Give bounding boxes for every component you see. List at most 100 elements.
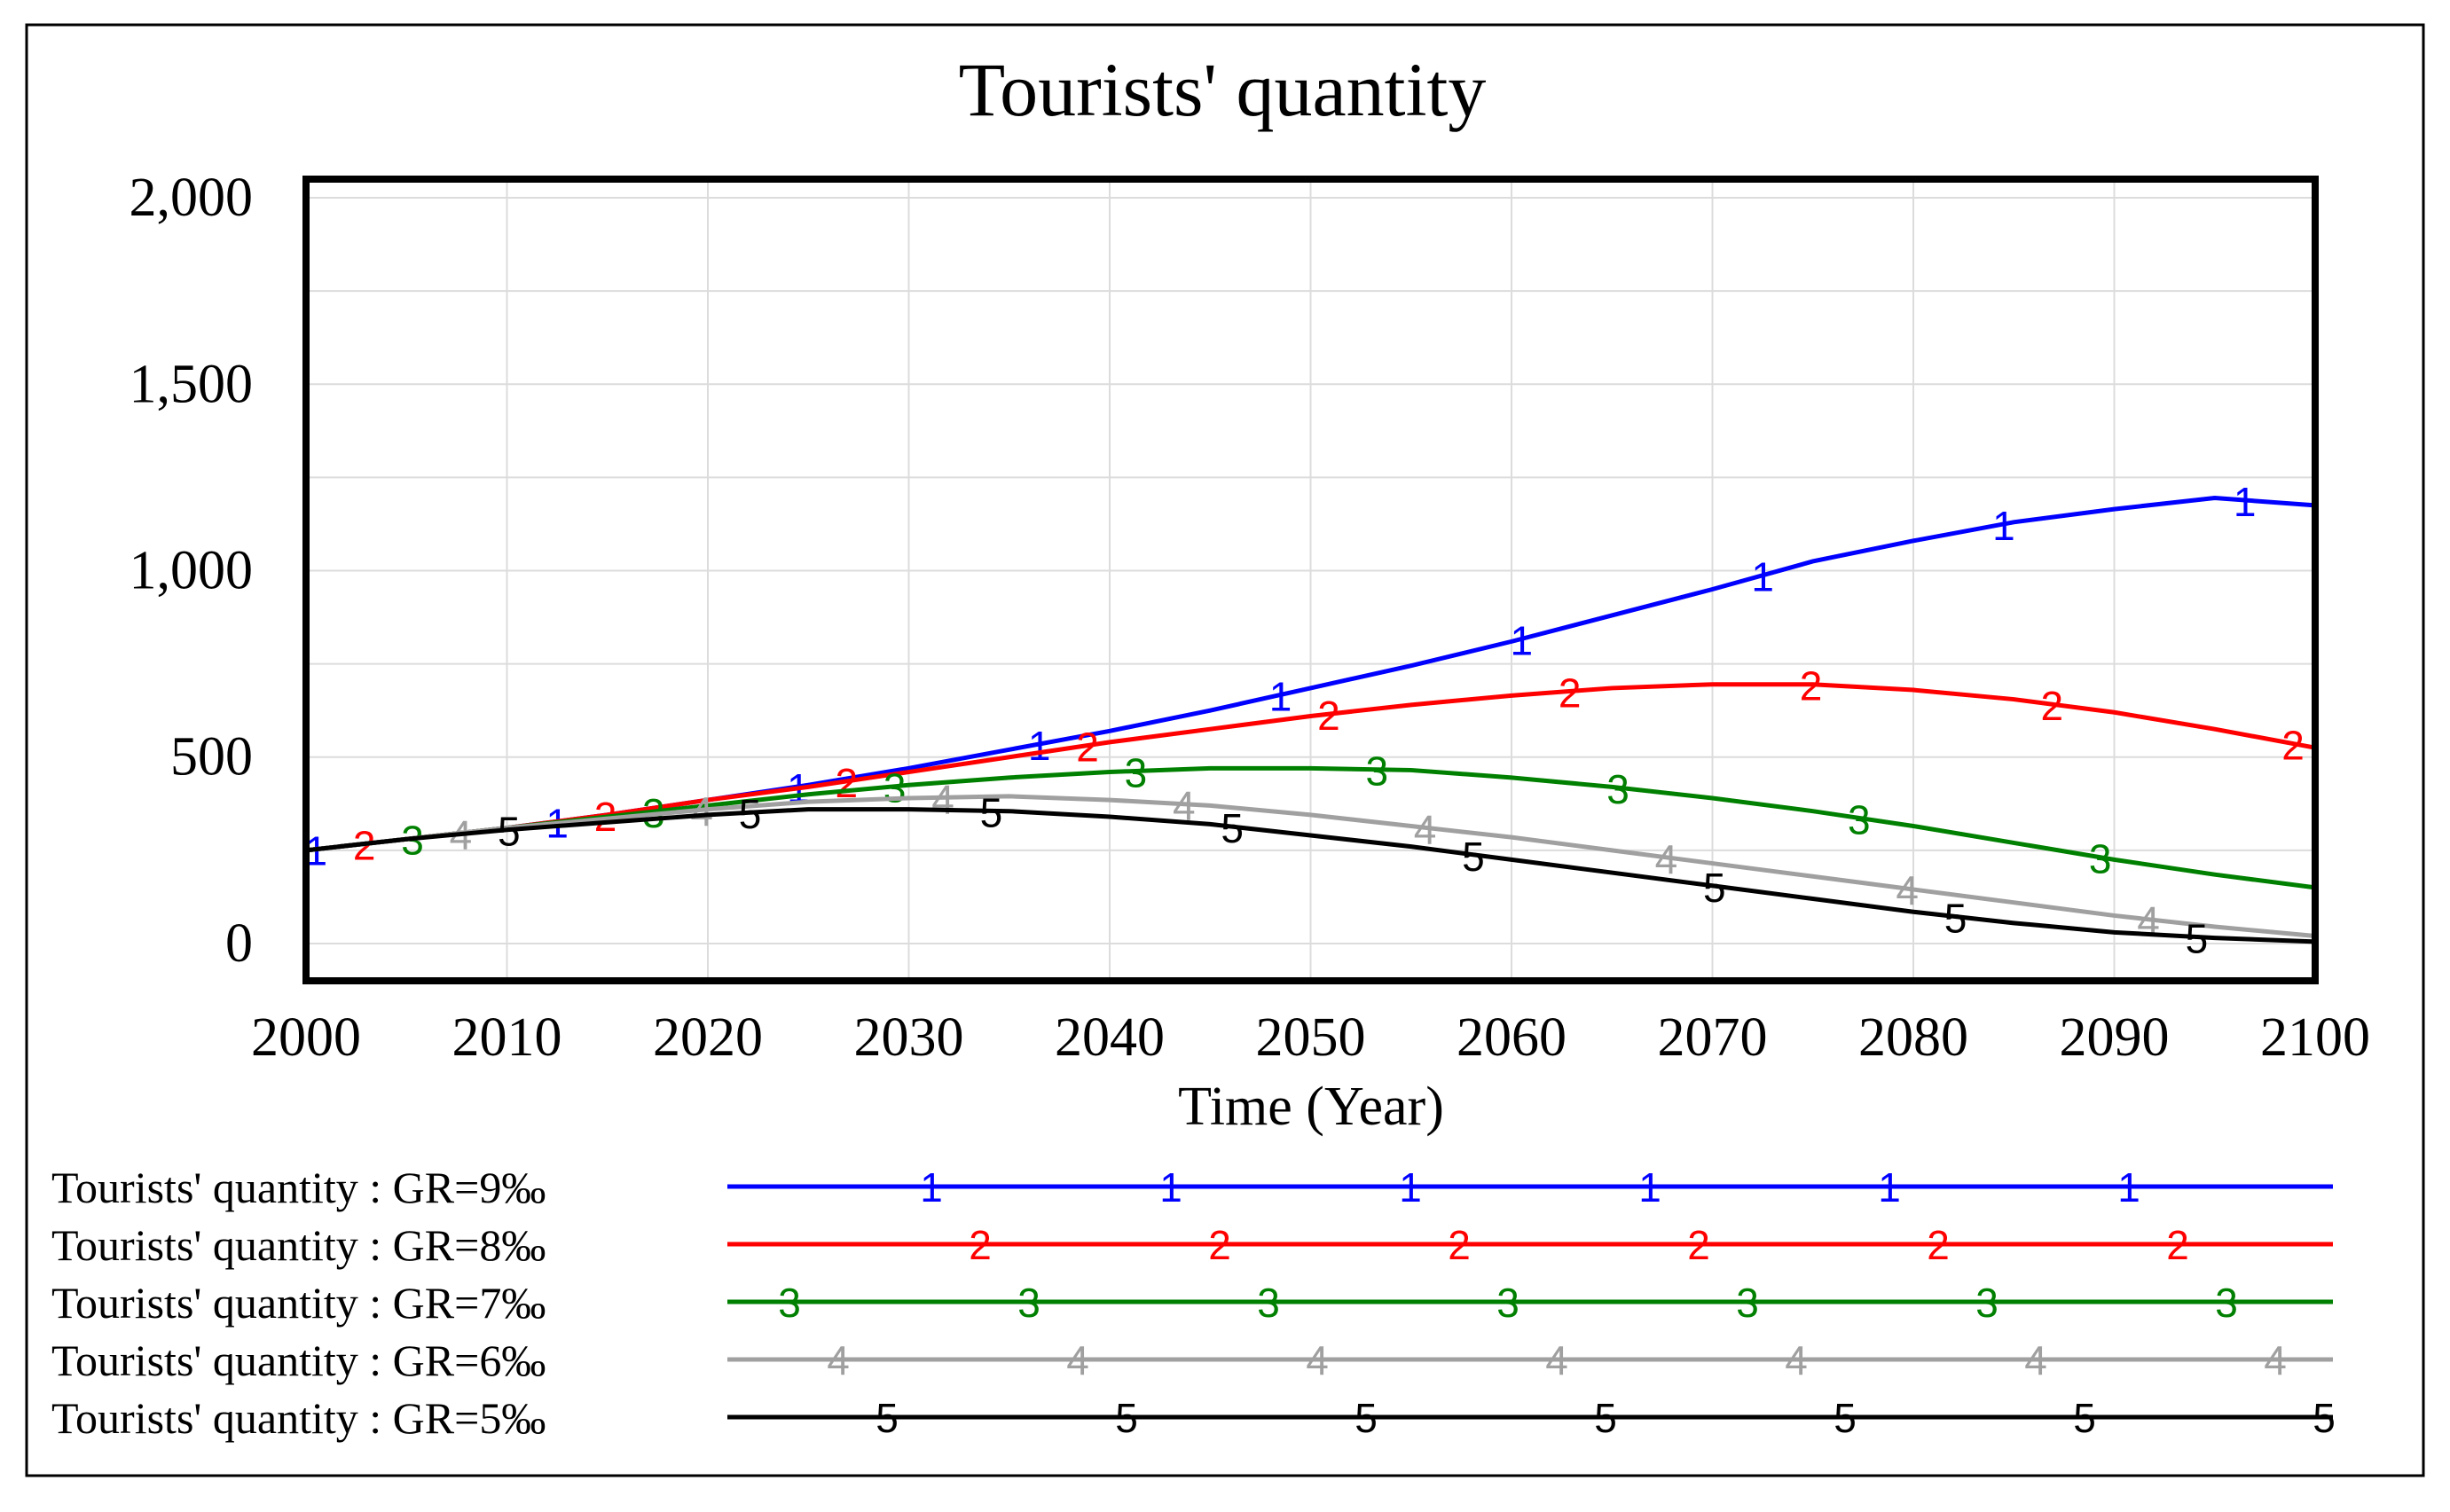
y-tick-label: 1,000 [130,540,254,600]
series-marker: 5 [1221,805,1244,851]
legend-marker: 5 [2073,1395,2096,1441]
legend-marker: 2 [1927,1222,1950,1268]
legend-label: Tourists' quantity : GR=6‰ [51,1336,546,1385]
legend-marker: 5 [2313,1395,2336,1441]
series-marker: 3 [1365,748,1388,795]
legend-marker: 4 [1066,1337,1089,1383]
legend-marker: 1 [2117,1164,2140,1210]
legend-marker: 1 [1159,1164,1182,1210]
series-marker: 2 [1317,693,1340,739]
series-marker: 4 [1414,806,1437,852]
series-marker: 2 [1559,670,1582,716]
legend-marker: 4 [827,1337,850,1383]
series-marker: 4 [1655,836,1678,882]
x-tick-label: 2040 [1055,1007,1165,1068]
x-tick-label: 2000 [251,1007,361,1068]
series-marker: 1 [2234,479,2257,525]
legend-marker: 4 [1785,1337,1808,1383]
y-tick-label: 2,000 [130,168,254,228]
legend-marker: 2 [969,1222,992,1268]
legend-marker: 2 [2166,1222,2189,1268]
legend-item: Tourists' quantity : GR=7‰ 3 3 3 3 3 3 3 [51,1278,2333,1328]
series-marker: 5 [739,791,762,837]
series-marker: 4 [931,776,954,822]
legend-marker: 2 [1687,1222,1710,1268]
legend-item: Tourists' quantity : GR=8‰ 2 2 2 2 2 2 [51,1220,2333,1270]
legend-marker: 3 [1496,1280,1519,1326]
series-marker: 5 [1703,865,1726,911]
series-marker: 3 [883,765,907,811]
series-marker: 1 [1992,503,2015,549]
series-marker: 5 [980,789,1003,835]
legend-marker: 1 [1638,1164,1661,1210]
x-tick-label: 2030 [854,1007,964,1068]
series-marker: 5 [1944,896,1967,942]
x-tick-label: 2020 [653,1007,763,1068]
legend-marker: 5 [1115,1395,1138,1441]
series-marker: 5 [498,809,521,855]
y-tick-label: 0 [225,913,253,974]
legend-item: Tourists' quantity : GR=6‰ 4 4 4 4 4 4 4 [51,1336,2333,1385]
series-line [305,807,2316,944]
series-marker: 2 [1800,663,1823,709]
legend-marker: 1 [920,1164,943,1210]
legend-label: Tourists' quantity : GR=8‰ [51,1220,546,1270]
legend-marker: 5 [1834,1395,1857,1441]
legend-marker: 1 [1399,1164,1422,1210]
chart-frame [25,23,2425,1477]
x-tick-label: 2090 [2060,1007,2170,1068]
x-axis-label: Time (Year) [1178,1077,1444,1137]
legend-label: Tourists' quantity : GR=7‰ [51,1278,546,1328]
x-tick-label: 2100 [2260,1007,2370,1068]
legend-marker: 4 [1545,1337,1568,1383]
y-tick-label: 1,500 [130,354,254,414]
legend-marker: 4 [2264,1337,2287,1383]
series-marker: 1 [1269,674,1292,720]
series-marker: 3 [1606,766,1629,812]
legend-marker: 4 [2024,1337,2047,1383]
series-marker: 1 [1028,723,1051,769]
legend-marker: 3 [1736,1280,1759,1326]
legend-marker: 3 [1257,1280,1280,1326]
legend-marker: 5 [1355,1395,1378,1441]
x-tick-label: 2050 [1256,1007,1366,1068]
series-3: 333 3 3 333 [305,748,2316,890]
legend-label: Tourists' quantity : GR=5‰ [51,1393,546,1443]
plot-area-border [302,176,2319,984]
series-marker: 2 [2040,683,2063,729]
series-marker: 5 [2186,916,2209,962]
legend-marker: 3 [1975,1280,1998,1326]
x-tick-label: 2010 [452,1007,562,1068]
legend-item: Tourists' quantity : GR=5‰ 5 5 5 5 5 5 5 [51,1393,2336,1443]
series-marker: 4 [2137,898,2160,944]
series-line [305,794,2316,939]
y-tick-label: 500 [170,727,253,787]
x-tick-label: 2060 [1457,1007,1567,1068]
series-marker: 1 [1751,554,1774,600]
series-marker: 3 [1125,749,1148,795]
legend-item: Tourists' quantity : GR=9‰ 1 1 1 1 1 1 [51,1163,2333,1212]
legend-marker: 5 [1594,1395,1617,1441]
series-marker: 5 [1462,834,1485,880]
series-marker: 3 [1848,796,1871,842]
series-marker: 2 [2281,723,2305,769]
x-axis-ticks: 2000 2010 2020 2030 2040 2050 2060 2070 2080 2090… [251,1007,2370,1068]
chart-title: Tourists' quantity [959,47,1487,132]
legend-marker: 3 [2215,1280,2238,1326]
x-tick-label: 2070 [1658,1007,1768,1068]
legend-label: Tourists' quantity : GR=9‰ [51,1163,546,1212]
series-marker: 4 [690,788,713,834]
legend-marker: 2 [1448,1222,1471,1268]
x-tick-label: 2080 [1858,1007,1968,1068]
series-marker: 1 [1511,617,1534,663]
legend-marker: 5 [876,1395,899,1441]
series-marker: 3 [2089,836,2112,882]
series-5: 5 5 5 5 5 5 5 5 [305,789,2316,962]
series-line [305,765,2316,890]
legend: Tourists' quantity : GR=9‰ 1 1 1 1 1 1Tourists… [51,1163,2336,1443]
series-line [305,682,2316,853]
